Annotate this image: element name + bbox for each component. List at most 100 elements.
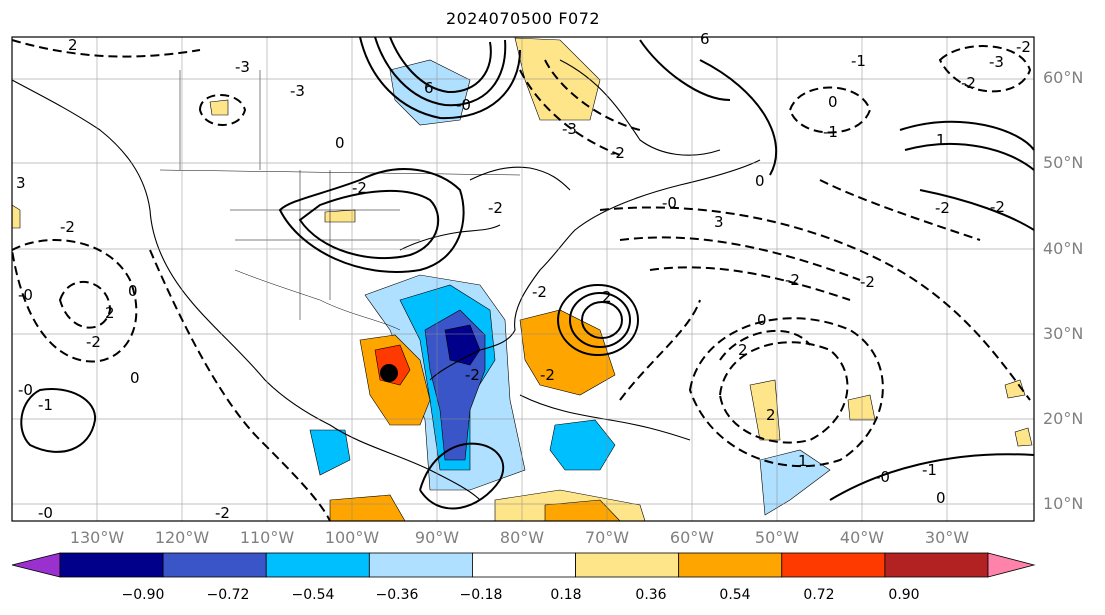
shade-negative-light	[389, 59, 471, 126]
contour-label: -2	[540, 366, 555, 384]
contour-label: 2	[68, 36, 78, 54]
contour-label: -2	[86, 333, 101, 351]
shade-positive-mid	[329, 494, 406, 522]
shaded-field	[11, 37, 1033, 522]
contour-label: 6	[700, 30, 710, 48]
lon-label: 70°W	[584, 528, 630, 547]
shade-positive-light	[324, 209, 356, 223]
shade-positive-light	[11, 204, 21, 229]
lon-label: 130°W	[69, 528, 125, 547]
contour-label: -3	[290, 82, 305, 100]
colorbar-tick-label: −0.36	[375, 587, 419, 603]
contour-label: -2	[961, 74, 976, 92]
colorbar-tick-label: 0.90	[888, 587, 920, 603]
colorbar-tick-label: 0.18	[550, 587, 582, 603]
contour-label: 0	[128, 282, 138, 300]
contour-label: -2	[465, 366, 480, 384]
contour-label: -2	[1016, 38, 1031, 56]
contour-label: -0	[38, 504, 53, 522]
colorbar-segment	[575, 552, 680, 578]
shade-positive-mid	[519, 309, 616, 396]
storm-center-marker	[380, 364, 398, 382]
contour-label: -3	[989, 53, 1004, 71]
shade-negative-light	[759, 449, 831, 516]
chart-title: 2024070500 F072	[445, 9, 601, 28]
contour-label: 0	[130, 369, 140, 387]
contour-label: -2	[785, 271, 800, 289]
contour-label: -0	[18, 381, 33, 399]
lat-label: 10°N	[1043, 494, 1084, 513]
shade-negative-mid	[549, 419, 616, 471]
contour-labels: 2 -3 6 -3 0 -1 -2 0 -3 3 -2 -2 1 -2 -3 -…	[16, 30, 1031, 522]
contour-label: 3	[16, 174, 26, 192]
lon-label: 100°W	[324, 528, 380, 547]
colorbar-segment	[162, 552, 267, 578]
lat-label: 20°N	[1043, 409, 1084, 428]
gridlines	[12, 37, 1034, 521]
contour-label: -1	[823, 123, 838, 141]
colorbar-segment	[884, 552, 989, 578]
colorbar-extend-high	[987, 552, 1036, 578]
contour-label: -3	[562, 120, 577, 138]
contours-dashed	[11, 39, 1032, 522]
shade-positive-light	[749, 379, 781, 441]
contour-label: 0	[335, 134, 345, 152]
shade-positive-light	[1014, 427, 1033, 447]
colorbar	[11, 552, 1036, 578]
colorbar-segment	[265, 552, 370, 578]
lat-label: 30°N	[1043, 324, 1084, 343]
lon-label: 50°W	[754, 528, 800, 547]
lat-label: 50°N	[1043, 153, 1084, 172]
contour-label: -0	[456, 96, 471, 114]
lon-label: 60°W	[669, 528, 715, 547]
lat-label: 40°N	[1043, 239, 1084, 258]
contour-label: 0	[828, 93, 838, 111]
contour-label: 0	[757, 311, 767, 329]
coastlines	[11, 59, 761, 501]
contour-label: -0	[662, 194, 677, 212]
contour-label: 0	[936, 489, 946, 507]
lon-label: 120°W	[154, 528, 210, 547]
contour-label: 2	[766, 406, 776, 424]
contour-label: -2	[215, 504, 230, 522]
contour-label: -2	[935, 199, 950, 217]
contour-label: -3	[235, 58, 250, 76]
contour-label: -0	[875, 468, 890, 486]
contour-label: 1	[936, 131, 946, 149]
shade-negative-light	[309, 429, 351, 476]
map-frame	[11, 36, 1035, 522]
colorbar-tick-label: −0.90	[121, 587, 165, 603]
shade-positive-light	[1004, 379, 1026, 399]
contour-label: -1	[38, 396, 53, 414]
contour-label: 1	[798, 452, 808, 470]
colorbar-tick-label: 0.72	[803, 587, 835, 603]
contour-label: -0	[18, 286, 33, 304]
lon-label: 110°W	[239, 528, 295, 547]
contour-label: 2	[738, 341, 748, 359]
colorbar-tick-label: −0.18	[459, 587, 503, 603]
contour-label: -2	[532, 283, 547, 301]
contour-label: -2	[352, 179, 367, 197]
colorbar-tick-label: −0.54	[291, 587, 335, 603]
colorbar-tick-label: 0.54	[719, 587, 751, 603]
lon-label: 90°W	[414, 528, 460, 547]
contour-label: 6	[424, 79, 434, 97]
contours-solid	[20, 36, 1035, 510]
contour-label: 3	[714, 213, 724, 231]
colorbar-segment	[472, 552, 576, 578]
colorbar-segment	[59, 552, 164, 578]
colorbar-segment	[781, 552, 886, 578]
contour-label: 0	[755, 172, 765, 190]
colorbar-segment	[368, 552, 473, 578]
colorbar-tick-label: 0.36	[635, 587, 667, 603]
colorbar-tick-label: −0.72	[206, 587, 250, 603]
contour-label: -2	[860, 273, 875, 291]
contour-label: -2	[60, 218, 75, 236]
lon-label: 40°W	[839, 528, 885, 547]
shade-positive-light	[209, 99, 229, 116]
contour-label: -1	[851, 52, 866, 70]
colorbar-segment	[678, 552, 783, 578]
colorbar-extend-low	[11, 552, 61, 578]
lon-label: 80°W	[499, 528, 545, 547]
contour-label: 2	[602, 288, 612, 306]
